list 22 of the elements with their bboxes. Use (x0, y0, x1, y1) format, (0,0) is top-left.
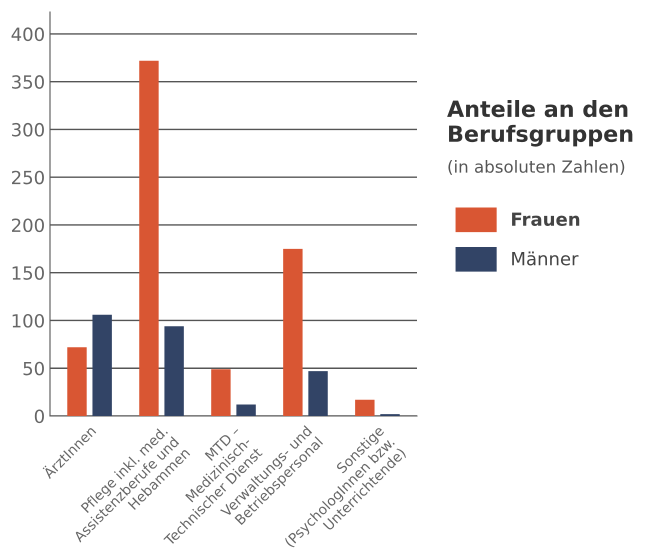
bar (283, 248, 303, 416)
bar (308, 371, 328, 416)
bar (211, 369, 231, 416)
y-tick-label: 100 (12, 314, 44, 328)
legend-label: Männer (512, 252, 578, 266)
bar (67, 347, 87, 416)
y-tick-label: 250 (12, 170, 44, 184)
text: (in absoluten Zahlen) (448, 160, 624, 175)
y-tick-label: 350 (12, 75, 44, 89)
y-tick-label: 50 (24, 362, 44, 376)
bar (355, 400, 375, 416)
y-tick-label: 0 (34, 409, 44, 424)
y-tick-label: 300 (12, 122, 44, 137)
y-tick-label: 400 (12, 27, 44, 42)
bar (164, 326, 184, 416)
y-tick-label: 200 (12, 218, 44, 232)
bar (139, 60, 159, 416)
y-tick-label: 150 (12, 266, 44, 280)
bar (92, 314, 112, 416)
legend-label: Frauen (512, 212, 580, 226)
legend-title: Anteile an den Berufsgruppen (447, 100, 632, 147)
bar (236, 404, 256, 416)
